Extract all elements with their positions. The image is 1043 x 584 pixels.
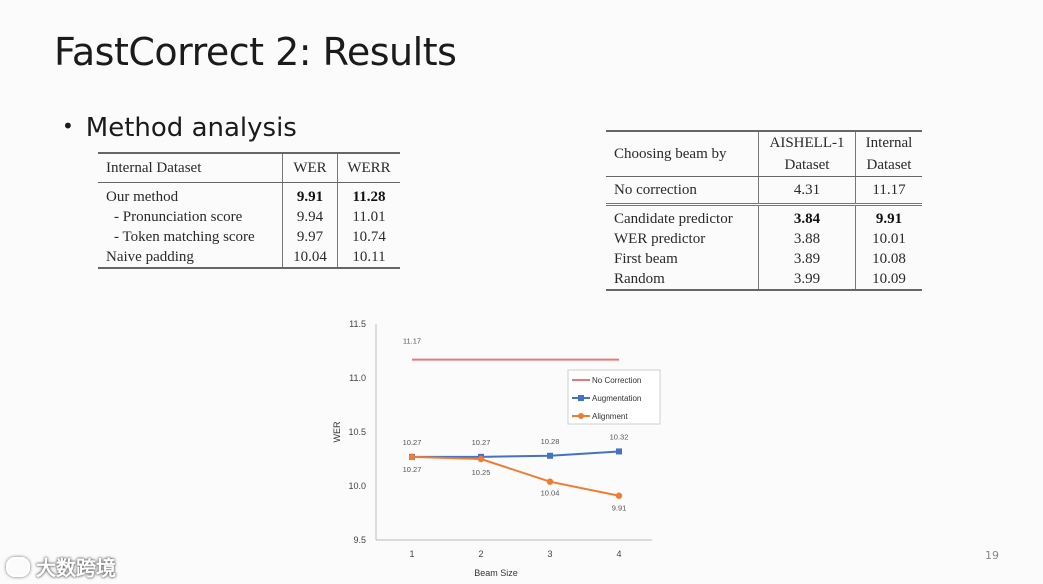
table-cell: 10.01	[855, 229, 922, 249]
bullet-method-analysis: • Method analysis	[62, 113, 297, 143]
table-row: - Pronunciation score 9.94 11.01	[98, 207, 400, 227]
table-row: WER predictor 3.88 10.01	[606, 229, 922, 249]
x-tick-label: 3	[547, 549, 552, 559]
table-header-cell: WER	[282, 153, 338, 183]
table-cell: - Token matching score	[114, 229, 255, 245]
data-point	[616, 448, 622, 455]
watermark-text: 大数跨境	[36, 556, 116, 580]
data-point	[408, 453, 416, 461]
page-number: 19	[985, 549, 999, 562]
series-line-augmentation	[412, 450, 620, 458]
data-point	[615, 492, 623, 499]
table-header-row: Dataset Dataset	[606, 154, 922, 177]
bullet-text: Method analysis	[85, 113, 297, 143]
y-tick-label: 9.5	[353, 535, 366, 545]
table-row: Naive padding 10.04 10.11	[98, 247, 400, 268]
table-cell: 4.31	[758, 176, 856, 206]
table-cell: Candidate predictor	[614, 211, 733, 227]
table-cell: 9.91	[282, 182, 338, 207]
y-tick-label: 10.0	[348, 481, 366, 491]
table-cell: 10.09	[855, 269, 922, 290]
table-cell: 10.08	[855, 249, 922, 269]
data-point	[477, 455, 485, 463]
x-axis-label: Beam Size	[474, 568, 518, 578]
table-header-row: Internal Dataset WER WERR	[98, 153, 400, 183]
data-label: 10.27	[403, 438, 422, 447]
series-line-alignment	[411, 455, 620, 497]
table-cell: 9.91	[855, 204, 922, 229]
watermark: 大数跨境	[6, 552, 116, 581]
x-tick-label: 2	[478, 549, 483, 559]
x-tick-label: 1	[409, 549, 414, 559]
table-cell: Random	[614, 271, 665, 287]
x-tick-label: 4	[616, 549, 621, 559]
table-cell: First beam	[614, 251, 678, 267]
table-header-cell: Choosing beam by	[606, 131, 759, 177]
slide-title: FastCorrect 2: Results	[54, 30, 457, 74]
data-label: 10.27	[403, 465, 422, 474]
legend-marker	[578, 395, 584, 401]
internal-dataset-table: Internal Dataset WER WERR Our method 9.9…	[98, 152, 400, 269]
table-row: Random 3.99 10.09	[606, 269, 922, 290]
table-row: No correction 4.31 11.17	[606, 176, 922, 206]
table-cell: 10.11	[337, 247, 400, 268]
y-tick-label: 11.5	[349, 319, 366, 329]
data-label: 10.28	[541, 437, 560, 446]
data-label: 10.32	[610, 432, 629, 441]
data-point	[547, 452, 553, 459]
watermark-logo-icon	[6, 557, 30, 577]
table-row: Our method 9.91 11.28	[98, 182, 400, 207]
beam-choice-table: Choosing beam by AISHELL-1 Internal Data…	[606, 130, 922, 291]
table-cell: 3.89	[758, 249, 856, 269]
table-cell: 3.99	[758, 269, 856, 290]
table-cell: No correction	[606, 176, 759, 206]
table-cell: Our method	[106, 189, 179, 205]
table-cell: 11.17	[855, 176, 922, 206]
legend-label: Alignment	[592, 412, 628, 421]
table-header-cell: WERR	[337, 153, 400, 183]
y-tick-label: 10.5	[348, 427, 366, 437]
table-cell: 10.74	[337, 227, 400, 247]
table-cell: 3.88	[758, 229, 856, 249]
table-header-row: Choosing beam by AISHELL-1 Internal	[606, 131, 922, 177]
legend-marker	[578, 413, 584, 419]
bullet-dot-icon: •	[62, 114, 74, 138]
data-label: 9.91	[612, 504, 627, 513]
data-label: 10.04	[541, 489, 560, 498]
beam-size-wer-chart: 9.5 10.0 10.5 11.0 11.5 1 2 3 4 Beam Size WER 11.17…	[332, 319, 661, 578]
table-cell: 3.84	[758, 204, 856, 229]
table-cell: 11.01	[337, 207, 400, 227]
table-cell: 9.97	[282, 227, 338, 247]
table-header-cell: Dataset	[758, 154, 856, 177]
table-cell: 10.04	[282, 247, 338, 268]
table-header-cell: Internal Dataset	[98, 153, 283, 183]
data-label: 10.25	[472, 468, 491, 477]
table-cell: - Pronunciation score	[114, 209, 243, 225]
table-row: First beam 3.89 10.08	[606, 249, 922, 269]
table-cell: 11.28	[337, 182, 400, 207]
table-row: Candidate predictor 3.84 9.91	[606, 204, 922, 229]
data-point	[546, 478, 554, 485]
table-cell: 9.94	[282, 207, 338, 227]
data-label: 10.27	[472, 438, 491, 447]
legend-label: Augmentation	[592, 394, 641, 403]
table-header-cell: Dataset	[855, 154, 922, 177]
y-axis-label: WER	[332, 421, 342, 442]
table-header-cell: Internal	[855, 131, 922, 154]
legend-label: No Correction	[592, 376, 641, 385]
table-row: - Token matching score 9.97 10.74	[98, 227, 400, 247]
table-cell: WER predictor	[614, 231, 706, 247]
data-label: 11.17	[403, 337, 421, 346]
table-header-cell: AISHELL-1	[758, 131, 856, 154]
table-cell: Naive padding	[106, 249, 194, 265]
y-tick-label: 11.0	[349, 373, 366, 383]
